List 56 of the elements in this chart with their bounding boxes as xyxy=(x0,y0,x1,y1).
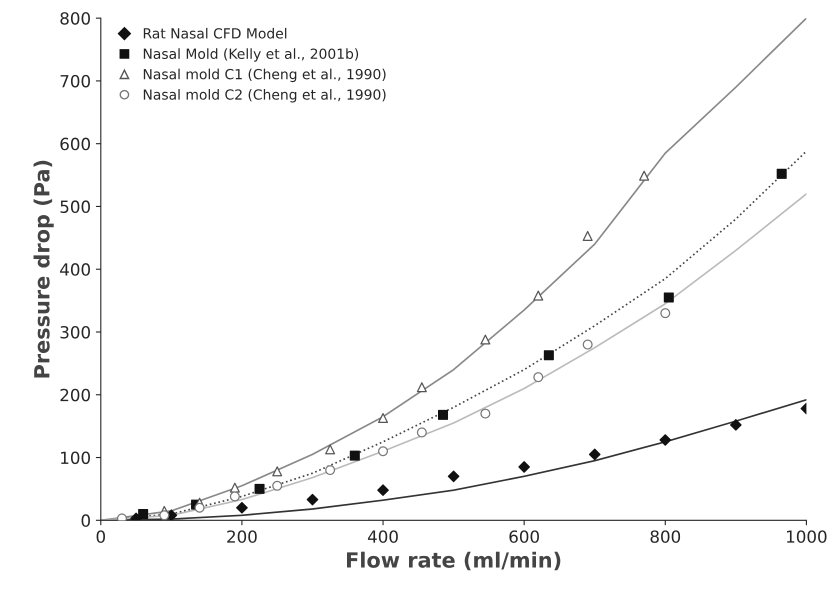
point xyxy=(254,484,265,494)
point xyxy=(325,465,336,476)
y-axis-title: Pressure drop (Pa) xyxy=(34,160,54,378)
y-tick-label: 300 xyxy=(60,326,90,339)
point xyxy=(438,410,448,420)
legend-label: Nasal Mold (Kelly et al., 2001b) xyxy=(144,48,358,62)
legend-label: Nasal mold C2 (Cheng et al., 1990) xyxy=(144,89,386,102)
point xyxy=(664,292,674,302)
point xyxy=(660,308,670,318)
y-tick-label: 500 xyxy=(60,200,90,214)
point xyxy=(480,408,490,419)
point xyxy=(582,230,593,241)
point xyxy=(159,510,170,520)
x-tick-label: 200 xyxy=(227,530,257,543)
x-tick-label: 800 xyxy=(650,530,680,543)
y-tick-label: 600 xyxy=(60,138,90,150)
point xyxy=(230,491,240,502)
point xyxy=(544,350,554,360)
point xyxy=(480,334,490,345)
y-tick-label: 0 xyxy=(82,514,90,527)
x-tick-label: 1000 xyxy=(787,530,826,543)
legend-label: Rat Nasal CFD Model xyxy=(144,28,286,39)
x-tick-label: 600 xyxy=(509,530,539,543)
point xyxy=(776,168,787,179)
point xyxy=(448,470,460,482)
x-tick-label: 0 xyxy=(96,530,105,543)
x-axis-title: Flow rate (ml/min) xyxy=(346,552,560,570)
point xyxy=(272,466,282,476)
point xyxy=(639,170,650,181)
point xyxy=(416,427,427,438)
point xyxy=(533,290,544,301)
legend-label: Nasal mold C1 (Cheng et al., 1990) xyxy=(144,68,386,82)
y-tick-label: 800 xyxy=(60,12,90,25)
point xyxy=(518,461,530,473)
point xyxy=(194,502,205,513)
point xyxy=(730,419,742,431)
point xyxy=(378,446,388,456)
point xyxy=(138,509,148,520)
point xyxy=(325,444,336,454)
point xyxy=(377,484,389,496)
point xyxy=(272,480,282,491)
x-tick-label: 400 xyxy=(368,530,398,543)
point xyxy=(659,434,672,446)
point xyxy=(350,450,360,461)
point xyxy=(588,448,601,460)
point xyxy=(416,382,427,392)
y-tick-label: 400 xyxy=(60,263,90,276)
y-tick-label: 100 xyxy=(61,451,90,464)
point xyxy=(582,340,593,350)
y-tick-label: 200 xyxy=(60,388,90,402)
point xyxy=(230,482,240,493)
point xyxy=(533,372,544,382)
y-tick-label: 700 xyxy=(60,74,90,88)
point xyxy=(378,412,388,424)
point xyxy=(306,494,318,506)
point xyxy=(236,502,248,514)
